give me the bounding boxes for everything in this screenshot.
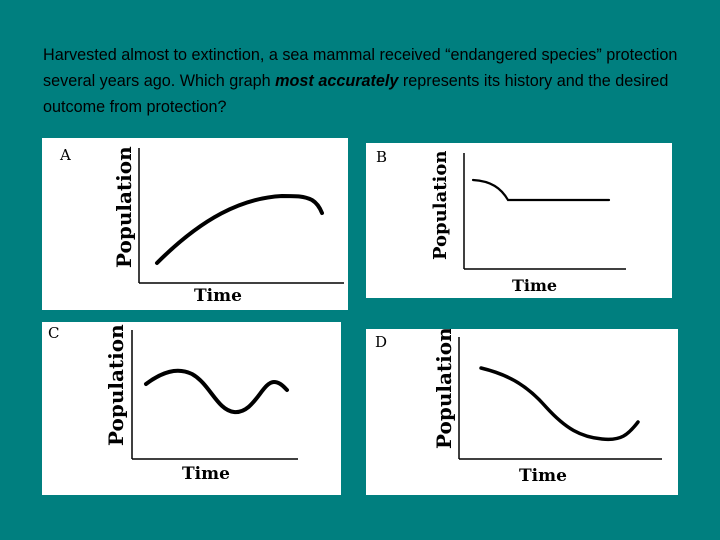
graph-b-x-axis-label: Time [512, 276, 558, 295]
graph-a-plot [138, 148, 344, 284]
graph-d-plot [458, 337, 662, 460]
graph-b-letter: B [376, 148, 388, 166]
graph-c: C Population Time [42, 322, 341, 495]
graph-d: D Population Time [366, 329, 678, 495]
graph-b: B Population Time [366, 143, 672, 298]
graph-a-letter: A [60, 146, 71, 164]
graph-c-letter: C [48, 324, 60, 342]
graph-b-plot [463, 153, 626, 270]
graph-d-x-axis-label: Time [519, 466, 567, 486]
question-text: Harvested almost to extinction, a sea ma… [43, 42, 693, 120]
graph-a-curve [155, 193, 324, 265]
question-part-1: Harvested almost to extinction, a sea ma… [43, 46, 678, 90]
graph-a: A Population Time [42, 138, 348, 310]
question-part-2: represents its history and the desired o… [43, 72, 669, 116]
graph-c-curve [144, 368, 289, 414]
graph-d-letter: D [375, 333, 388, 351]
graph-a-x-axis-label: Time [194, 286, 242, 306]
graph-b-curve [471, 178, 611, 202]
graph-d-curve [479, 366, 640, 442]
graph-c-plot [131, 330, 298, 460]
graph-c-x-axis-label: Time [182, 464, 230, 484]
question-emphasis: most accurately [275, 72, 399, 90]
